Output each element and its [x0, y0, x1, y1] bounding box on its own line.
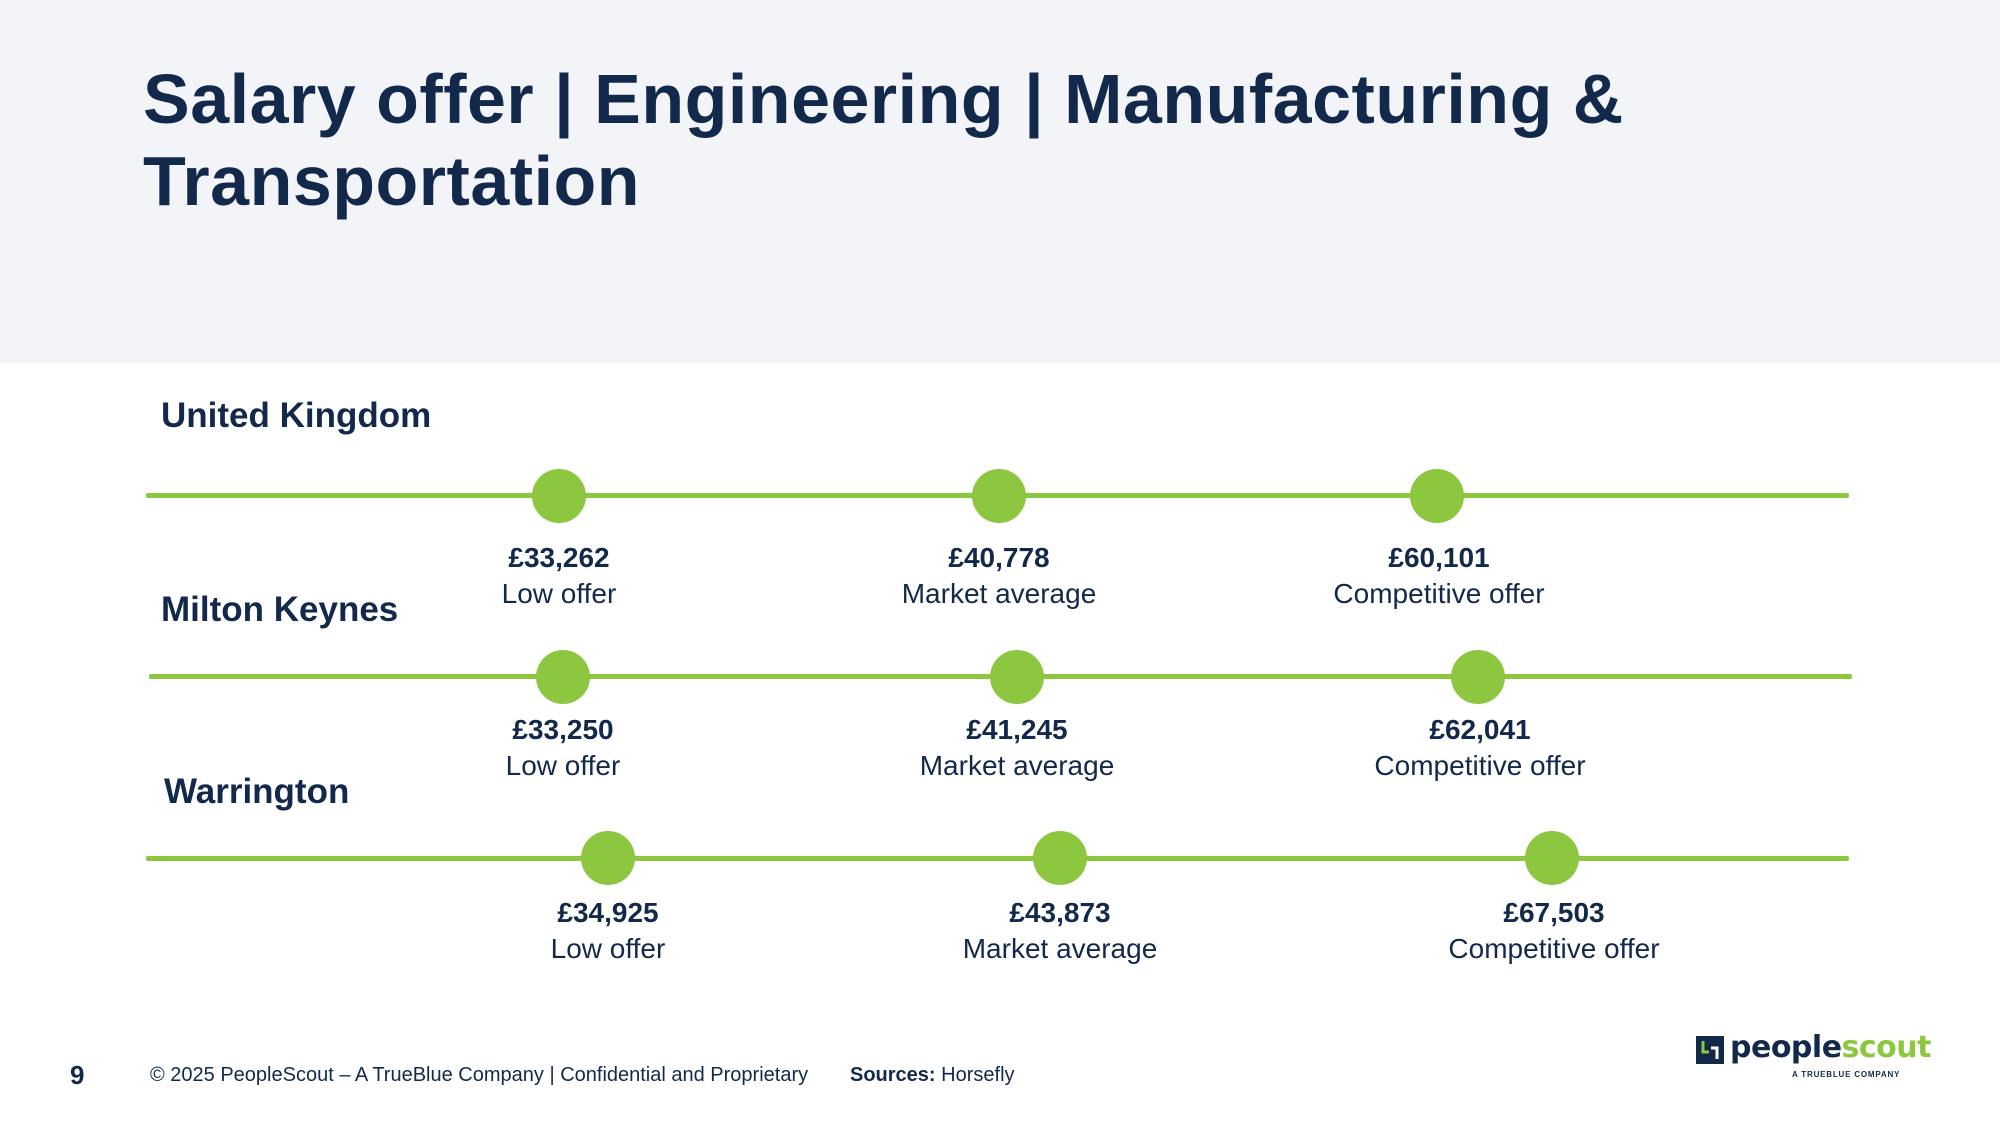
marker-low-offer: £33,262 Low offer	[502, 540, 617, 612]
marker-market-average: £40,778 Market average	[902, 540, 1097, 612]
marker-dot-competitive-offer	[1410, 469, 1464, 523]
salary-track-warrington	[146, 856, 1849, 861]
peoplescout-mark-icon	[1696, 1036, 1724, 1064]
sources-label: Sources:	[850, 1064, 936, 1086]
marker-value: £67,503	[1503, 897, 1605, 928]
page-number: 9	[70, 1060, 85, 1090]
region-label-milton-keynes: Milton Keynes	[161, 590, 399, 629]
marker-low-offer: £33,250 Low offer	[506, 712, 621, 784]
marker-caption: Low offer	[550, 933, 666, 964]
marker-value: £33,250	[512, 714, 614, 745]
marker-caption: Competitive offer	[1333, 578, 1545, 609]
marker-caption: Competitive offer	[1448, 933, 1660, 964]
marker-caption: Market average	[962, 933, 1158, 964]
marker-dot-market-average	[990, 650, 1044, 704]
peoplescout-logo: peoplescout A TRUEBLUE COMPANY	[1696, 1030, 1932, 1080]
marker-value: £62,041	[1429, 714, 1531, 745]
logo-tagline: A TRUEBLUE COMPANY	[1792, 1070, 1901, 1079]
marker-low-offer: £34,925 Low offer	[551, 895, 666, 967]
logo-word-scout: scout	[1841, 1030, 1932, 1065]
marker-value: £43,873	[1009, 897, 1111, 928]
marker-dot-low-offer	[536, 650, 590, 704]
marker-dot-low-offer	[581, 831, 635, 885]
logo-word-people: people	[1730, 1030, 1842, 1065]
footer-sources: Sources: Horsefly	[850, 1064, 1015, 1087]
marker-caption: Market average	[901, 578, 1097, 609]
marker-caption: Low offer	[501, 578, 617, 609]
marker-caption: Market average	[919, 750, 1115, 781]
marker-market-average: £43,873 Market average	[963, 895, 1158, 967]
marker-dot-low-offer	[532, 469, 586, 523]
header-band	[0, 0, 2000, 363]
marker-dot-market-average	[972, 469, 1026, 523]
marker-value: £40,778	[948, 542, 1050, 573]
marker-caption: Low offer	[505, 750, 621, 781]
logo-wordmark: peoplescout	[1730, 1030, 1932, 1065]
marker-dot-competitive-offer	[1451, 650, 1505, 704]
region-label-warrington: Warrington	[164, 772, 350, 811]
marker-competitive-offer: £67,503 Competitive offer	[1448, 895, 1659, 967]
sources-value: Horsefly	[941, 1064, 1015, 1086]
marker-competitive-offer: £62,041 Competitive offer	[1374, 712, 1585, 784]
marker-value: £34,925	[557, 897, 659, 928]
marker-competitive-offer: £60,101 Competitive offer	[1333, 540, 1544, 612]
marker-dot-competitive-offer	[1525, 831, 1579, 885]
marker-value: £33,262	[508, 542, 610, 573]
marker-value: £41,245	[966, 714, 1068, 745]
page-title: Salary offer | Engineering | Manufacturi…	[143, 60, 1624, 220]
marker-caption: Competitive offer	[1374, 750, 1586, 781]
marker-market-average: £41,245 Market average	[920, 712, 1115, 784]
region-label-united-kingdom: United Kingdom	[161, 396, 432, 435]
marker-value: £60,101	[1388, 542, 1490, 573]
marker-dot-market-average	[1033, 831, 1087, 885]
footer-copyright: © 2025 PeopleScout – A TrueBlue Company …	[150, 1064, 809, 1086]
